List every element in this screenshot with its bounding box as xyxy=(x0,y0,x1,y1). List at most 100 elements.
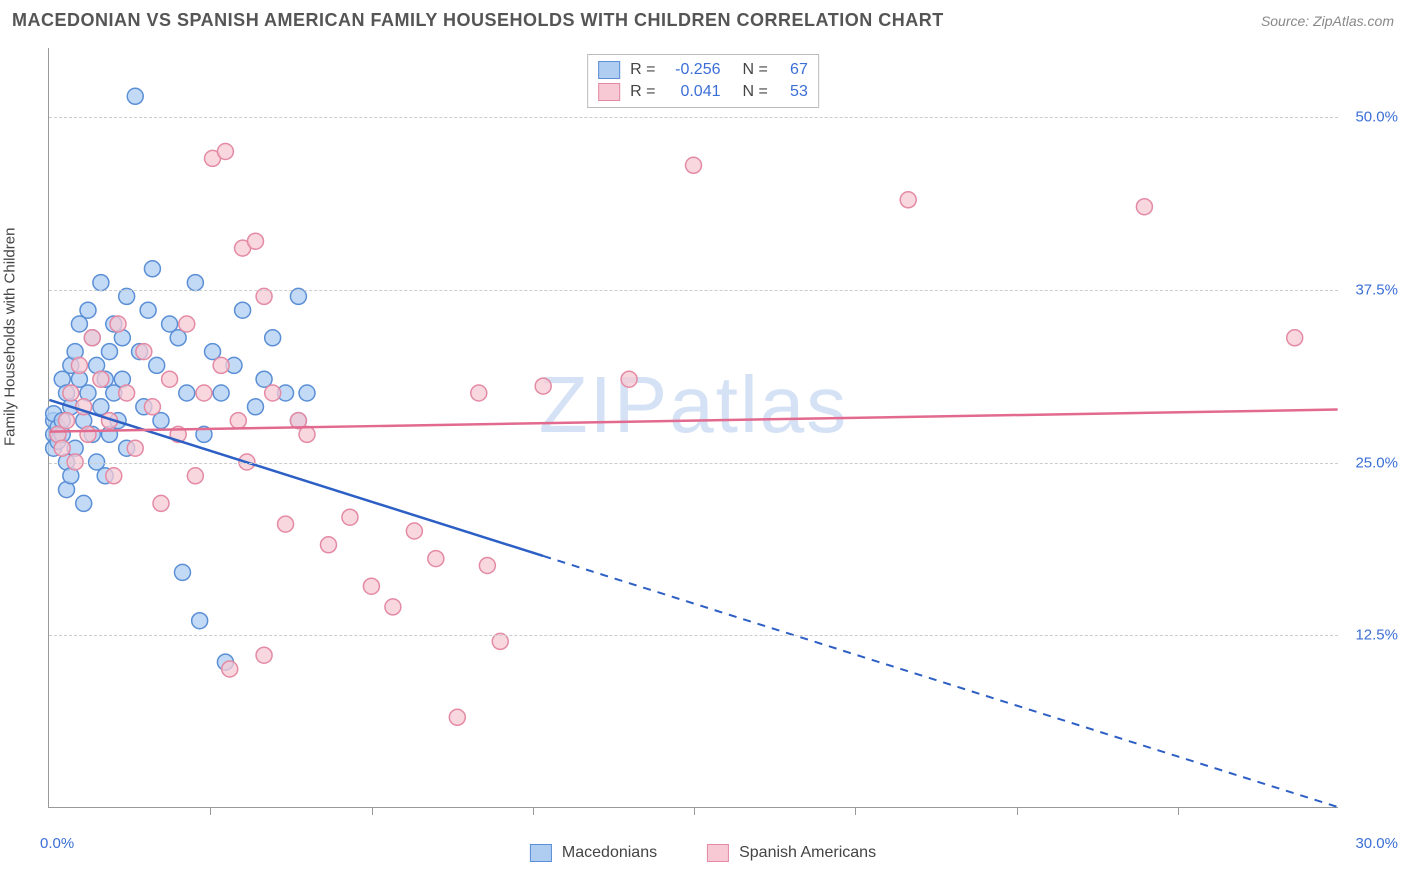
source-name: ZipAtlas.com xyxy=(1313,13,1394,29)
data-point xyxy=(144,261,160,277)
data-point xyxy=(127,88,143,104)
x-tick xyxy=(855,807,856,815)
data-point xyxy=(153,495,169,511)
source-attribution: Source: ZipAtlas.com xyxy=(1261,13,1394,29)
legend-stats-row: R = -0.256 N = 67 xyxy=(598,59,808,81)
source-prefix: Source: xyxy=(1261,13,1309,29)
regression-line-dashed xyxy=(543,556,1337,807)
x-tick xyxy=(694,807,695,815)
data-point xyxy=(230,413,246,429)
data-point xyxy=(140,302,156,318)
legend-swatch xyxy=(707,844,729,862)
data-point xyxy=(54,440,70,456)
x-tick xyxy=(1017,807,1018,815)
data-point xyxy=(686,157,702,173)
chart-title: MACEDONIAN VS SPANISH AMERICAN FAMILY HO… xyxy=(12,10,944,31)
y-tick-label: 25.0% xyxy=(1355,454,1398,471)
data-point xyxy=(127,440,143,456)
data-point xyxy=(71,357,87,373)
data-point xyxy=(217,144,233,160)
data-point xyxy=(149,357,165,373)
data-point xyxy=(363,578,379,594)
data-point xyxy=(76,495,92,511)
r-value: -0.256 xyxy=(666,61,721,79)
data-point xyxy=(278,516,294,532)
data-point xyxy=(299,426,315,442)
data-point xyxy=(63,385,79,401)
n-label: N = xyxy=(743,61,768,79)
data-point xyxy=(900,192,916,208)
legend-swatch xyxy=(598,83,620,101)
data-point xyxy=(187,468,203,484)
data-point xyxy=(196,385,212,401)
r-label: R = xyxy=(630,61,655,79)
legend-stats-row: R =0.041N =53 xyxy=(598,81,808,103)
data-point xyxy=(136,344,152,360)
data-point xyxy=(179,316,195,332)
data-point xyxy=(59,413,75,429)
data-point xyxy=(144,399,160,415)
x-tick xyxy=(1178,807,1179,815)
data-point xyxy=(235,302,251,318)
legend-bottom: Macedonians Spanish Americans xyxy=(530,844,876,862)
data-point xyxy=(621,371,637,387)
r-label: R = xyxy=(630,83,655,101)
legend-swatch xyxy=(598,61,620,79)
x-axis-min-label: 0.0% xyxy=(40,835,74,852)
data-point xyxy=(101,344,117,360)
y-tick-label: 50.0% xyxy=(1355,109,1398,126)
legend-item: Spanish Americans xyxy=(707,844,876,862)
plot-area: ZIPatlas 12.5%25.0%37.5%50.0% xyxy=(48,48,1338,808)
data-point xyxy=(174,564,190,580)
data-point xyxy=(192,613,208,629)
data-point xyxy=(179,385,195,401)
data-point xyxy=(80,426,96,442)
data-point xyxy=(1287,330,1303,346)
data-point xyxy=(213,385,229,401)
data-point xyxy=(342,509,358,525)
gridline xyxy=(49,290,1338,291)
legend-swatch xyxy=(530,844,552,862)
data-point xyxy=(93,275,109,291)
y-tick-label: 37.5% xyxy=(1355,281,1398,298)
data-point xyxy=(106,468,122,484)
x-axis-max-label: 30.0% xyxy=(1355,835,1398,852)
legend-stats-box: R =-0.256N =67R =0.041N =53 xyxy=(587,54,819,108)
data-point xyxy=(84,330,100,346)
data-point xyxy=(265,385,281,401)
data-point xyxy=(265,330,281,346)
data-point xyxy=(406,523,422,539)
data-point xyxy=(187,275,203,291)
x-tick xyxy=(372,807,373,815)
data-point xyxy=(213,357,229,373)
data-point xyxy=(247,399,263,415)
n-value: 53 xyxy=(778,83,808,101)
chart-svg xyxy=(49,48,1338,807)
gridline xyxy=(49,463,1338,464)
data-point xyxy=(119,385,135,401)
x-tick xyxy=(210,807,211,815)
data-point xyxy=(535,378,551,394)
gridline xyxy=(49,117,1338,118)
gridline xyxy=(49,635,1338,636)
data-point xyxy=(222,661,238,677)
x-tick xyxy=(533,807,534,815)
y-tick-label: 12.5% xyxy=(1355,627,1398,644)
data-point xyxy=(428,551,444,567)
data-point xyxy=(247,233,263,249)
data-point xyxy=(162,371,178,387)
legend-label: Spanish Americans xyxy=(739,844,876,862)
legend-item: Macedonians xyxy=(530,844,657,862)
data-point xyxy=(479,558,495,574)
data-point xyxy=(1136,199,1152,215)
data-point xyxy=(93,371,109,387)
data-point xyxy=(299,385,315,401)
n-value: 67 xyxy=(778,61,808,79)
data-point xyxy=(385,599,401,615)
data-point xyxy=(320,537,336,553)
data-point xyxy=(110,316,126,332)
n-label: N = xyxy=(743,83,768,101)
legend-label: Macedonians xyxy=(562,844,657,862)
data-point xyxy=(449,709,465,725)
chart-header: MACEDONIAN VS SPANISH AMERICAN FAMILY HO… xyxy=(12,10,1394,31)
